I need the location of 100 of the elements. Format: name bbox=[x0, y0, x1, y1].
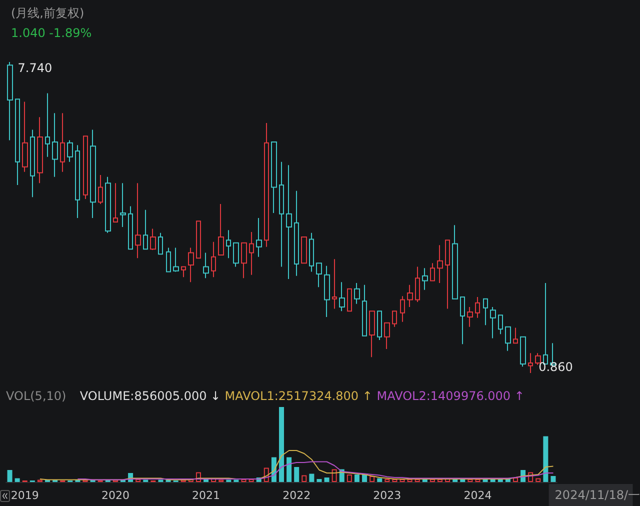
candlestick bbox=[452, 224, 458, 300]
bar bbox=[279, 407, 284, 482]
bar bbox=[286, 457, 292, 482]
candlestick bbox=[460, 296, 465, 345]
bar bbox=[377, 478, 382, 482]
candlestick bbox=[181, 266, 186, 278]
bar bbox=[294, 467, 300, 482]
candlestick bbox=[475, 296, 480, 318]
candlestick bbox=[324, 265, 330, 318]
candlestick bbox=[196, 220, 201, 259]
x-tick-label: 2019 bbox=[10, 489, 39, 502]
x-tick-label: 2023 bbox=[373, 489, 402, 502]
candlestick bbox=[377, 310, 382, 340]
candlestick bbox=[294, 190, 299, 276]
candlestick bbox=[135, 182, 141, 259]
bar bbox=[302, 475, 307, 482]
candlestick bbox=[384, 322, 390, 350]
candlestick bbox=[22, 101, 28, 172]
candlestick bbox=[362, 284, 367, 336]
candlestick bbox=[316, 262, 322, 288]
candlestick bbox=[430, 262, 435, 282]
candlestick bbox=[90, 129, 96, 218]
candlestick bbox=[400, 296, 405, 322]
candlestick bbox=[128, 206, 133, 250]
candlestick bbox=[528, 352, 533, 374]
candlestick bbox=[407, 284, 413, 308]
candlestick bbox=[166, 247, 171, 272]
candlestick bbox=[483, 298, 488, 326]
candlestick bbox=[309, 232, 314, 272]
candlestick bbox=[332, 258, 337, 310]
candlestick bbox=[211, 241, 216, 278]
candlestick bbox=[415, 266, 420, 303]
x-tick-label: 2020 bbox=[101, 489, 130, 502]
candlestick bbox=[392, 310, 397, 328]
candlestick bbox=[241, 242, 247, 279]
candlestick bbox=[422, 268, 428, 290]
candlestick bbox=[98, 174, 103, 204]
candlestick bbox=[188, 247, 194, 283]
annotation: 0.860 bbox=[538, 360, 573, 374]
text: MAVOL2:1409976.000 ↑ bbox=[376, 389, 524, 403]
bar bbox=[316, 479, 322, 482]
candlestick bbox=[173, 247, 179, 272]
candlestick bbox=[445, 240, 450, 310]
bar bbox=[362, 474, 368, 482]
candlestick bbox=[301, 236, 307, 264]
candlestick bbox=[113, 182, 118, 223]
candlestick bbox=[339, 282, 345, 312]
bar bbox=[14, 478, 20, 482]
candlestick bbox=[467, 306, 473, 328]
bar bbox=[550, 476, 556, 482]
chart-subtitle: 1.040 -1.89% bbox=[11, 26, 92, 40]
candlestick bbox=[226, 230, 231, 259]
candlestick bbox=[264, 122, 269, 248]
x-tick-label: 2021 bbox=[192, 489, 220, 502]
candlestick bbox=[30, 129, 35, 198]
candlestick bbox=[437, 244, 443, 284]
bar bbox=[346, 474, 352, 482]
candlestick bbox=[150, 228, 156, 251]
candlestick bbox=[45, 92, 50, 158]
bar bbox=[536, 478, 541, 482]
candlestick bbox=[535, 352, 541, 366]
candlestick bbox=[369, 310, 375, 358]
bar bbox=[332, 469, 337, 482]
chart-title: (月线,前复权) bbox=[11, 6, 84, 20]
candlestick bbox=[37, 116, 43, 184]
bar bbox=[354, 474, 360, 482]
candlestick bbox=[52, 112, 58, 178]
candlestick bbox=[158, 232, 163, 255]
text: VOL(5,10) bbox=[6, 389, 66, 403]
candlestick bbox=[354, 282, 360, 304]
text: MAVOL1:2517324.800 ↑ bbox=[224, 389, 372, 403]
candlestick bbox=[60, 112, 65, 172]
candlestick bbox=[7, 62, 13, 141]
bar bbox=[309, 474, 314, 482]
candlestick bbox=[67, 140, 73, 162]
candlestick bbox=[498, 314, 503, 335]
candlestick bbox=[218, 203, 224, 256]
candlestick bbox=[15, 98, 20, 186]
candlestick bbox=[505, 326, 511, 352]
candlestick bbox=[490, 306, 496, 339]
bar bbox=[324, 478, 330, 482]
candlestick bbox=[143, 209, 148, 250]
x-tick-label: 2024 bbox=[464, 489, 492, 502]
bar bbox=[512, 478, 518, 482]
bar bbox=[543, 436, 548, 482]
candlestick bbox=[75, 144, 80, 218]
candlestick bbox=[203, 252, 209, 279]
candlestick bbox=[347, 288, 352, 312]
candlestick bbox=[279, 161, 284, 268]
annotation: 7.740 bbox=[18, 61, 52, 75]
candlestick bbox=[256, 217, 262, 258]
candlestick bbox=[271, 142, 277, 214]
bar bbox=[384, 479, 390, 482]
x-tick-label: 2022 bbox=[282, 489, 311, 502]
candlestick bbox=[83, 136, 88, 200]
text: VOLUME:856005.000 ↓ bbox=[80, 389, 221, 403]
candlestick bbox=[286, 164, 292, 280]
bar bbox=[370, 476, 375, 482]
candlestick bbox=[233, 242, 239, 268]
candlestick bbox=[520, 336, 526, 368]
